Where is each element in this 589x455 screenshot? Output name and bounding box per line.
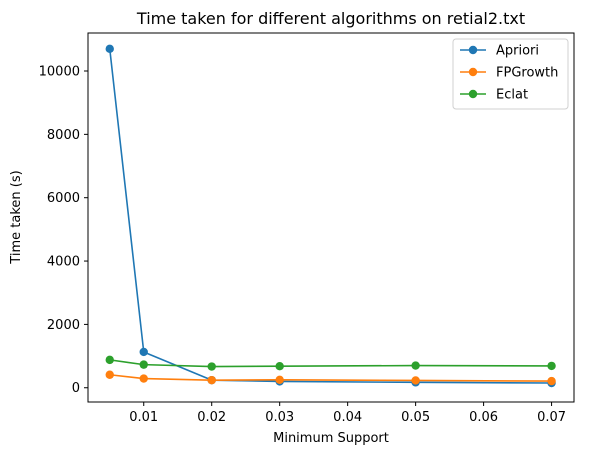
data-point-fpgrowth	[411, 376, 420, 385]
series-fpgrowth	[105, 370, 556, 386]
plot-frame	[87, 32, 575, 403]
legend-item-apriori: Apriori	[460, 44, 539, 59]
data-point-fpgrowth	[139, 374, 148, 383]
data-point-eclat	[411, 361, 420, 370]
data-point-fpgrowth	[207, 375, 216, 385]
data-point-eclat	[105, 355, 114, 365]
plot-area	[87, 32, 575, 403]
y-tick-label: 8000	[47, 128, 80, 143]
x-tick-label: 0.07	[537, 410, 566, 425]
x-tick-label: 0.06	[469, 410, 498, 425]
y-axis-title: Time taken (s)	[9, 170, 24, 264]
legend-item-eclat: Eclat	[460, 88, 528, 103]
data-point-eclat	[547, 361, 556, 371]
x-axis: 0.01 0.02 0.03 0.04 0.05 0.06 0.07	[129, 402, 566, 425]
x-tick-label: 0.04	[333, 410, 362, 425]
y-tick-label: 2000	[47, 318, 80, 333]
data-point-fpgrowth	[275, 375, 284, 385]
x-tick-label: 0.05	[401, 410, 430, 425]
legend-swatch-marker	[468, 89, 478, 99]
x-tick-label: 0.02	[197, 410, 226, 425]
series-line-eclat	[109, 359, 552, 368]
y-axis: 0 2000 4000 6000 8000 10000	[39, 65, 88, 396]
x-tick-label: 0.03	[265, 410, 294, 425]
legend: Apriori FPGrowth Eclat	[452, 38, 569, 110]
legend-box	[452, 38, 569, 110]
legend-swatch-marker	[468, 45, 478, 55]
series-layer	[105, 44, 556, 388]
series-line-fpgrowth	[109, 373, 552, 382]
y-tick-label: 6000	[47, 191, 80, 206]
data-point-fpgrowth	[547, 376, 556, 386]
data-point-apriori	[139, 347, 148, 357]
data-point-fpgrowth	[105, 370, 114, 379]
y-tick-label: 4000	[47, 255, 80, 270]
y-tick-label: 0	[72, 381, 80, 396]
x-tick-label: 0.01	[129, 410, 158, 425]
y-tick-label: 10000	[39, 65, 80, 80]
legend-swatch-marker	[468, 67, 478, 77]
legend-label: Eclat	[496, 88, 528, 103]
legend-label: Apriori	[496, 44, 539, 59]
legend-label: FPGrowth	[496, 66, 558, 81]
data-point-apriori	[105, 44, 114, 54]
x-axis-title: Minimum Support	[273, 431, 389, 446]
data-point-eclat	[275, 362, 284, 371]
data-point-eclat	[207, 362, 216, 371]
legend-item-fpgrowth: FPGrowth	[460, 66, 558, 81]
data-point-eclat	[139, 360, 148, 369]
series-eclat	[105, 355, 556, 371]
chart-title: Time taken for different algorithms on r…	[136, 9, 525, 28]
